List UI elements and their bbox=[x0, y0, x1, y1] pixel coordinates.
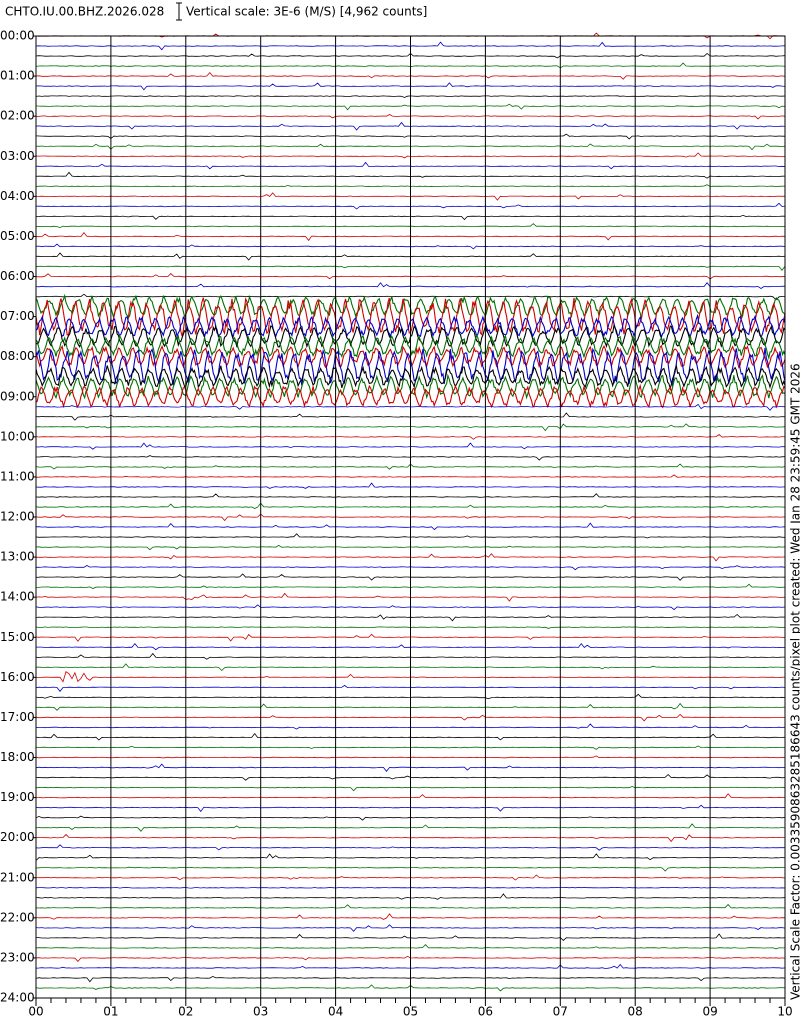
y-tick-label: 21:00 bbox=[0, 870, 35, 884]
y-tick-label: 02:00 bbox=[0, 109, 35, 123]
x-tick-label: 07 bbox=[553, 1005, 568, 1019]
x-tick-label: 10 bbox=[777, 1005, 792, 1019]
y-tick-label: 08:00 bbox=[0, 349, 35, 363]
y-tick-label: 10:00 bbox=[0, 429, 35, 443]
y-tick-label: 12:00 bbox=[0, 510, 35, 524]
x-tick-label: 05 bbox=[403, 1005, 418, 1019]
station-title: CHTO.IU.00.BHZ.2026.028 bbox=[5, 5, 164, 19]
y-tick-label: 11:00 bbox=[0, 469, 35, 483]
x-tick-label: 04 bbox=[328, 1005, 343, 1019]
y-tick-label: 20:00 bbox=[0, 830, 35, 844]
y-tick-label: 13:00 bbox=[0, 550, 35, 564]
x-tick-label: 00 bbox=[28, 1005, 43, 1019]
x-tick-label: 02 bbox=[178, 1005, 193, 1019]
y-tick-label: 15:00 bbox=[0, 630, 35, 644]
x-tick-label: 06 bbox=[478, 1005, 493, 1019]
y-tick-label: 03:00 bbox=[0, 149, 35, 163]
x-tick-label: 08 bbox=[628, 1005, 643, 1019]
y-tick-label: 23:00 bbox=[0, 950, 35, 964]
y-tick-label: 09:00 bbox=[0, 389, 35, 403]
x-tick-label: 01 bbox=[103, 1005, 118, 1019]
y-tick-label: 06:00 bbox=[0, 269, 35, 283]
y-tick-label: 14:00 bbox=[0, 590, 35, 604]
y-tick-label: 24:00 bbox=[0, 991, 35, 1005]
y-tick-label: 01:00 bbox=[0, 69, 35, 83]
y-tick-label: 16:00 bbox=[0, 670, 35, 684]
scale-text: Vertical scale: 3E-6 (M/S) [4,962 counts… bbox=[186, 5, 427, 19]
y-tick-label: 19:00 bbox=[0, 790, 35, 804]
y-tick-label: 07:00 bbox=[0, 309, 35, 323]
y-tick-label: 00:00 bbox=[0, 29, 35, 43]
y-tick-label: 17:00 bbox=[0, 710, 35, 724]
y-tick-label: 05:00 bbox=[0, 229, 35, 243]
x-tick-label: 03 bbox=[253, 1005, 268, 1019]
x-tick-label: 09 bbox=[702, 1005, 717, 1019]
y-tick-label: 18:00 bbox=[0, 750, 35, 764]
scale-bar bbox=[176, 2, 182, 21]
side-note: Vertical Scale Factor: 0.003359086328518… bbox=[789, 363, 800, 1000]
y-tick-label: 22:00 bbox=[0, 910, 35, 924]
y-tick-label: 04:00 bbox=[0, 189, 35, 203]
